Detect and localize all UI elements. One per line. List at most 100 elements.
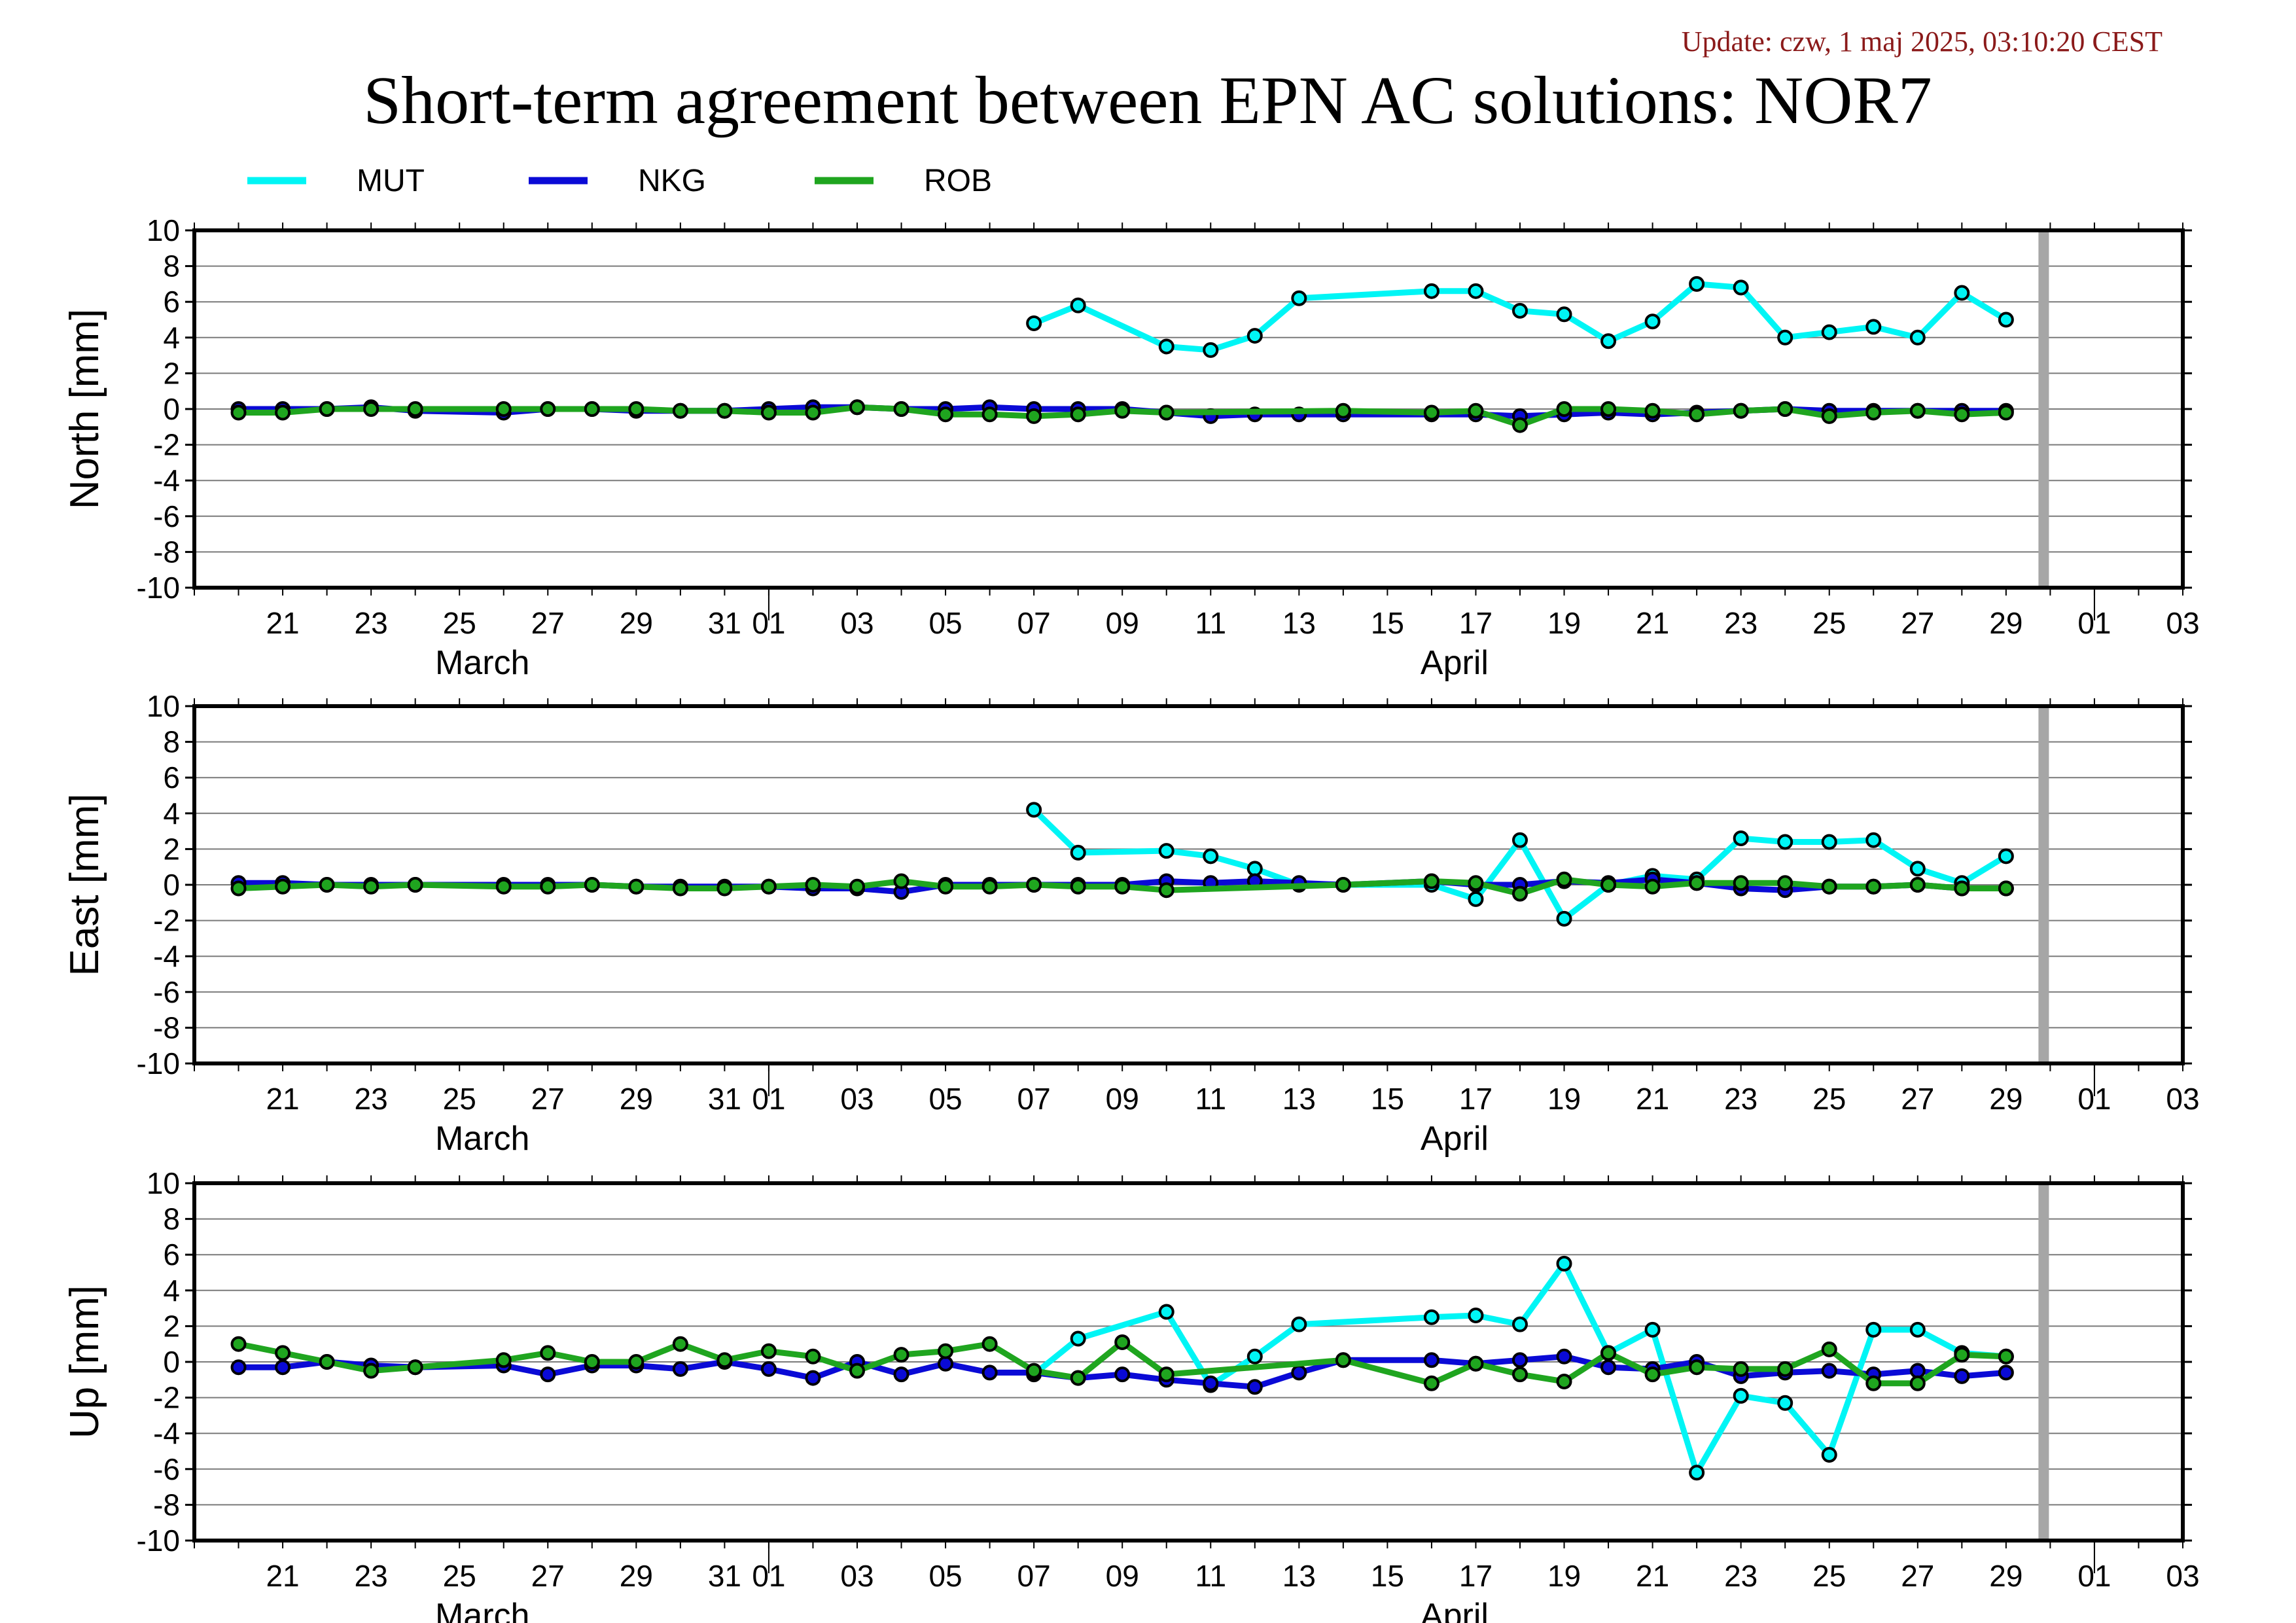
x-tick-label: 25	[1812, 606, 1846, 640]
data-point-rob	[893, 873, 910, 889]
month-label: April	[1421, 1120, 1489, 1158]
y-tick-label: 10	[147, 689, 180, 723]
data-point-rob	[1423, 1375, 1439, 1391]
plot-frame	[192, 228, 2185, 590]
series-mut	[1026, 276, 2014, 358]
data-point-mut	[1468, 283, 1484, 299]
x-tick-label: 03	[2166, 606, 2199, 640]
x-tick-label: 23	[355, 1559, 388, 1593]
x-tick-label: 23	[1724, 606, 1757, 640]
month-label: April	[1421, 644, 1489, 682]
data-point-rob	[495, 1352, 512, 1368]
x-tick-label: 29	[620, 1559, 653, 1593]
data-point-rob	[1954, 880, 1970, 897]
x-tick-label: 31	[708, 1082, 741, 1116]
data-point-mut	[1468, 1308, 1484, 1324]
y-tick-label: 2	[163, 832, 180, 866]
data-point-mut	[1246, 328, 1263, 344]
data-point-mut	[1821, 324, 1837, 340]
data-point-rob	[1026, 877, 1042, 893]
series-rob	[230, 399, 2014, 433]
x-tick-label: 31	[708, 1559, 741, 1593]
x-tick-label: 03	[2166, 1559, 2199, 1593]
month-label: March	[435, 1597, 529, 1623]
data-point-rob	[1026, 1363, 1042, 1379]
data-point-rob	[805, 1348, 821, 1364]
update-timestamp: Update: czw, 1 maj 2025, 03:10:20 CEST	[1682, 26, 2163, 58]
y-tick-label: -10	[137, 571, 180, 605]
x-tick-label: 11	[1195, 1082, 1226, 1116]
x-tick-label: 17	[1459, 1559, 1492, 1593]
x-tick-label: 29	[620, 1082, 653, 1116]
x-tick-label: 01	[752, 1559, 785, 1593]
data-point-rob	[760, 878, 777, 895]
data-point-rob	[540, 1345, 556, 1361]
y-axis-label: North [mm]	[62, 309, 107, 510]
x-tick-label: 17	[1459, 1082, 1492, 1116]
legend-item-rob: ROB	[815, 164, 992, 198]
y-tick-label: -6	[153, 975, 180, 1009]
data-point-rob	[230, 1336, 247, 1352]
data-point-rob	[1600, 401, 1617, 417]
x-tick-label: 03	[2166, 1082, 2199, 1116]
month-label: April	[1421, 1597, 1489, 1623]
data-point-rob	[1821, 1341, 1837, 1357]
y-tick-label: 8	[163, 725, 180, 759]
x-tick-label: 05	[928, 1082, 962, 1116]
data-point-rob	[672, 1336, 688, 1352]
data-point-rob	[938, 1343, 954, 1359]
data-point-rob	[1689, 406, 1705, 423]
x-tick-label: 01	[752, 606, 785, 640]
data-point-mut	[1158, 1304, 1174, 1320]
x-tick-label: 27	[1901, 1082, 1934, 1116]
x-tick-label: 21	[1636, 1559, 1669, 1593]
x-tick-label: 13	[1282, 606, 1316, 640]
data-point-rob	[1158, 404, 1174, 421]
data-point-mut	[1909, 1321, 1926, 1338]
y-tick-label: -4	[153, 939, 180, 973]
series-rob	[230, 871, 2014, 902]
series-line-mut	[1031, 808, 2008, 922]
data-point-rob	[1114, 1334, 1131, 1350]
data-point-rob	[893, 1347, 910, 1363]
series-rob	[230, 1334, 2014, 1391]
data-point-mut	[1777, 834, 1793, 850]
data-point-rob	[1423, 873, 1439, 889]
x-tick-label: 29	[620, 606, 653, 640]
y-tick-label: 0	[163, 1345, 180, 1379]
data-point-rob	[1865, 1375, 1882, 1391]
x-tick-label: 15	[1371, 606, 1404, 640]
data-point-rob	[1689, 875, 1705, 891]
x-tick-label: 25	[443, 606, 476, 640]
x-tick-label: 17	[1459, 606, 1492, 640]
data-point-rob	[1512, 417, 1528, 433]
x-tick-label: 21	[266, 1082, 299, 1116]
data-point-mut	[1070, 1330, 1086, 1347]
data-point-mut	[1158, 338, 1174, 355]
data-point-rob	[716, 880, 733, 897]
data-point-nkg	[893, 1366, 910, 1383]
data-point-rob	[1468, 402, 1484, 419]
data-point-rob	[760, 1343, 777, 1359]
data-point-rob	[1070, 1370, 1086, 1386]
data-point-rob	[1644, 402, 1661, 419]
y-tick-label: -2	[153, 428, 180, 462]
data-point-mut	[1070, 297, 1086, 313]
y-tick-label: 6	[163, 285, 180, 319]
data-point-rob	[230, 880, 247, 897]
x-tick-label: 19	[1547, 1082, 1581, 1116]
data-point-rob	[1644, 1366, 1661, 1383]
data-point-rob	[1998, 1348, 2014, 1364]
data-point-mut	[1070, 844, 1086, 861]
x-tick-label: 13	[1282, 1559, 1316, 1593]
data-point-rob	[893, 401, 910, 417]
data-point-rob	[1070, 878, 1086, 895]
data-point-rob	[1512, 885, 1528, 902]
y-axis-label: Up [mm]	[62, 1285, 107, 1438]
data-point-rob	[805, 877, 821, 893]
data-point-rob	[584, 1354, 600, 1370]
data-point-rob	[275, 1345, 291, 1361]
data-point-rob	[1114, 402, 1131, 419]
data-point-nkg	[1512, 1352, 1528, 1368]
